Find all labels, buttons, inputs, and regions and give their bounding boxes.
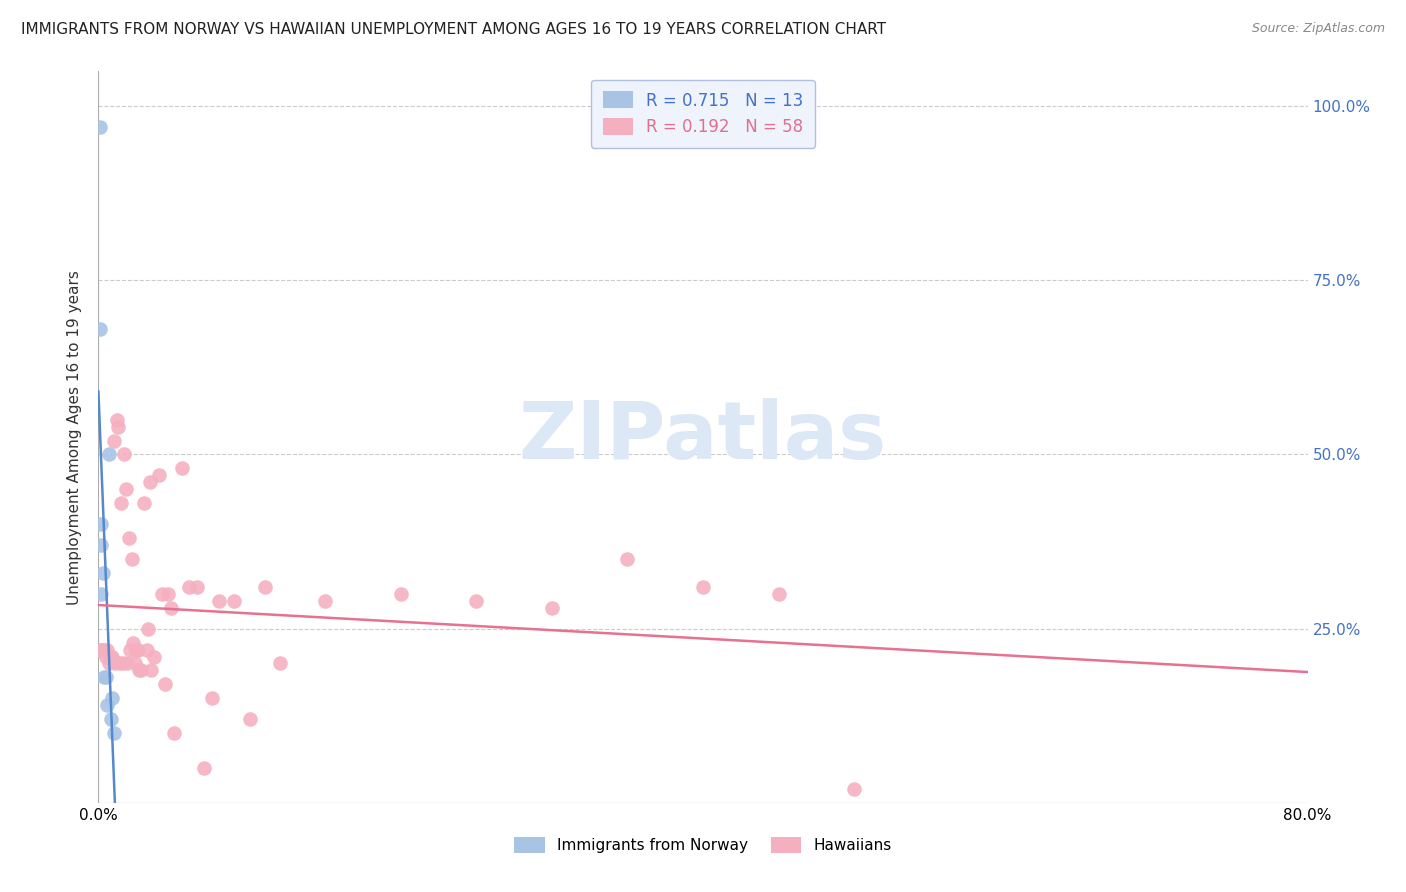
Point: [104, 657, 127, 671]
Point: [150, 587, 173, 601]
Point: [121, 552, 143, 566]
Point: [844, 781, 866, 796]
Point: [208, 594, 231, 608]
Point: [110, 496, 132, 510]
Point: [103, 726, 125, 740]
Point: [186, 580, 208, 594]
Point: [132, 496, 155, 510]
Point: [91, 642, 114, 657]
Point: [148, 468, 170, 483]
Point: [141, 664, 163, 678]
Point: [540, 600, 562, 615]
Point: [389, 587, 412, 601]
Point: [96, 698, 118, 713]
Point: [107, 419, 129, 434]
Point: [143, 649, 166, 664]
Point: [96, 642, 118, 657]
Point: [153, 677, 176, 691]
Point: [135, 642, 157, 657]
Point: [118, 531, 141, 545]
Text: Source: ZipAtlas.com: Source: ZipAtlas.com: [1251, 22, 1385, 36]
Point: [90, 587, 112, 601]
Point: [98, 657, 121, 671]
Point: [122, 635, 145, 649]
Point: [127, 642, 149, 657]
Point: [93, 670, 115, 684]
Point: [93, 642, 115, 657]
Point: [239, 712, 262, 726]
Point: [94, 670, 117, 684]
Point: [108, 657, 131, 671]
Point: [114, 483, 136, 497]
Point: [616, 552, 638, 566]
Point: [111, 657, 134, 671]
Point: [768, 587, 790, 601]
Point: [136, 622, 159, 636]
Point: [160, 600, 183, 615]
Point: [100, 649, 122, 664]
Text: ZIPatlas: ZIPatlas: [519, 398, 887, 476]
Point: [156, 587, 179, 601]
Point: [89, 120, 111, 134]
Point: [98, 448, 121, 462]
Point: [89, 642, 111, 657]
Point: [124, 657, 146, 671]
Point: [179, 580, 201, 594]
Point: [112, 448, 135, 462]
Point: [139, 475, 162, 490]
Point: [465, 594, 488, 608]
Point: [101, 649, 124, 664]
Text: IMMIGRANTS FROM NORWAY VS HAWAIIAN UNEMPLOYMENT AMONG AGES 16 TO 19 YEARS CORREL: IMMIGRANTS FROM NORWAY VS HAWAIIAN UNEMP…: [21, 22, 886, 37]
Point: [269, 657, 291, 671]
Point: [120, 642, 142, 657]
Point: [253, 580, 276, 594]
Point: [193, 761, 215, 775]
Point: [314, 594, 336, 608]
Point: [128, 664, 150, 678]
Legend: Immigrants from Norway, Hawaiians: Immigrants from Norway, Hawaiians: [506, 830, 900, 861]
Point: [163, 726, 186, 740]
Point: [91, 566, 114, 580]
Point: [115, 657, 138, 671]
Point: [105, 412, 128, 426]
Point: [100, 712, 122, 726]
Point: [94, 649, 117, 664]
Point: [125, 642, 148, 657]
Point: [90, 642, 112, 657]
Point: [201, 691, 224, 706]
Point: [692, 580, 714, 594]
Point: [90, 538, 112, 552]
Y-axis label: Unemployment Among Ages 16 to 19 years: Unemployment Among Ages 16 to 19 years: [67, 269, 83, 605]
Point: [129, 664, 152, 678]
Point: [170, 461, 193, 475]
Point: [103, 434, 125, 448]
Point: [224, 594, 246, 608]
Point: [90, 517, 112, 532]
Point: [101, 691, 124, 706]
Point: [89, 322, 111, 336]
